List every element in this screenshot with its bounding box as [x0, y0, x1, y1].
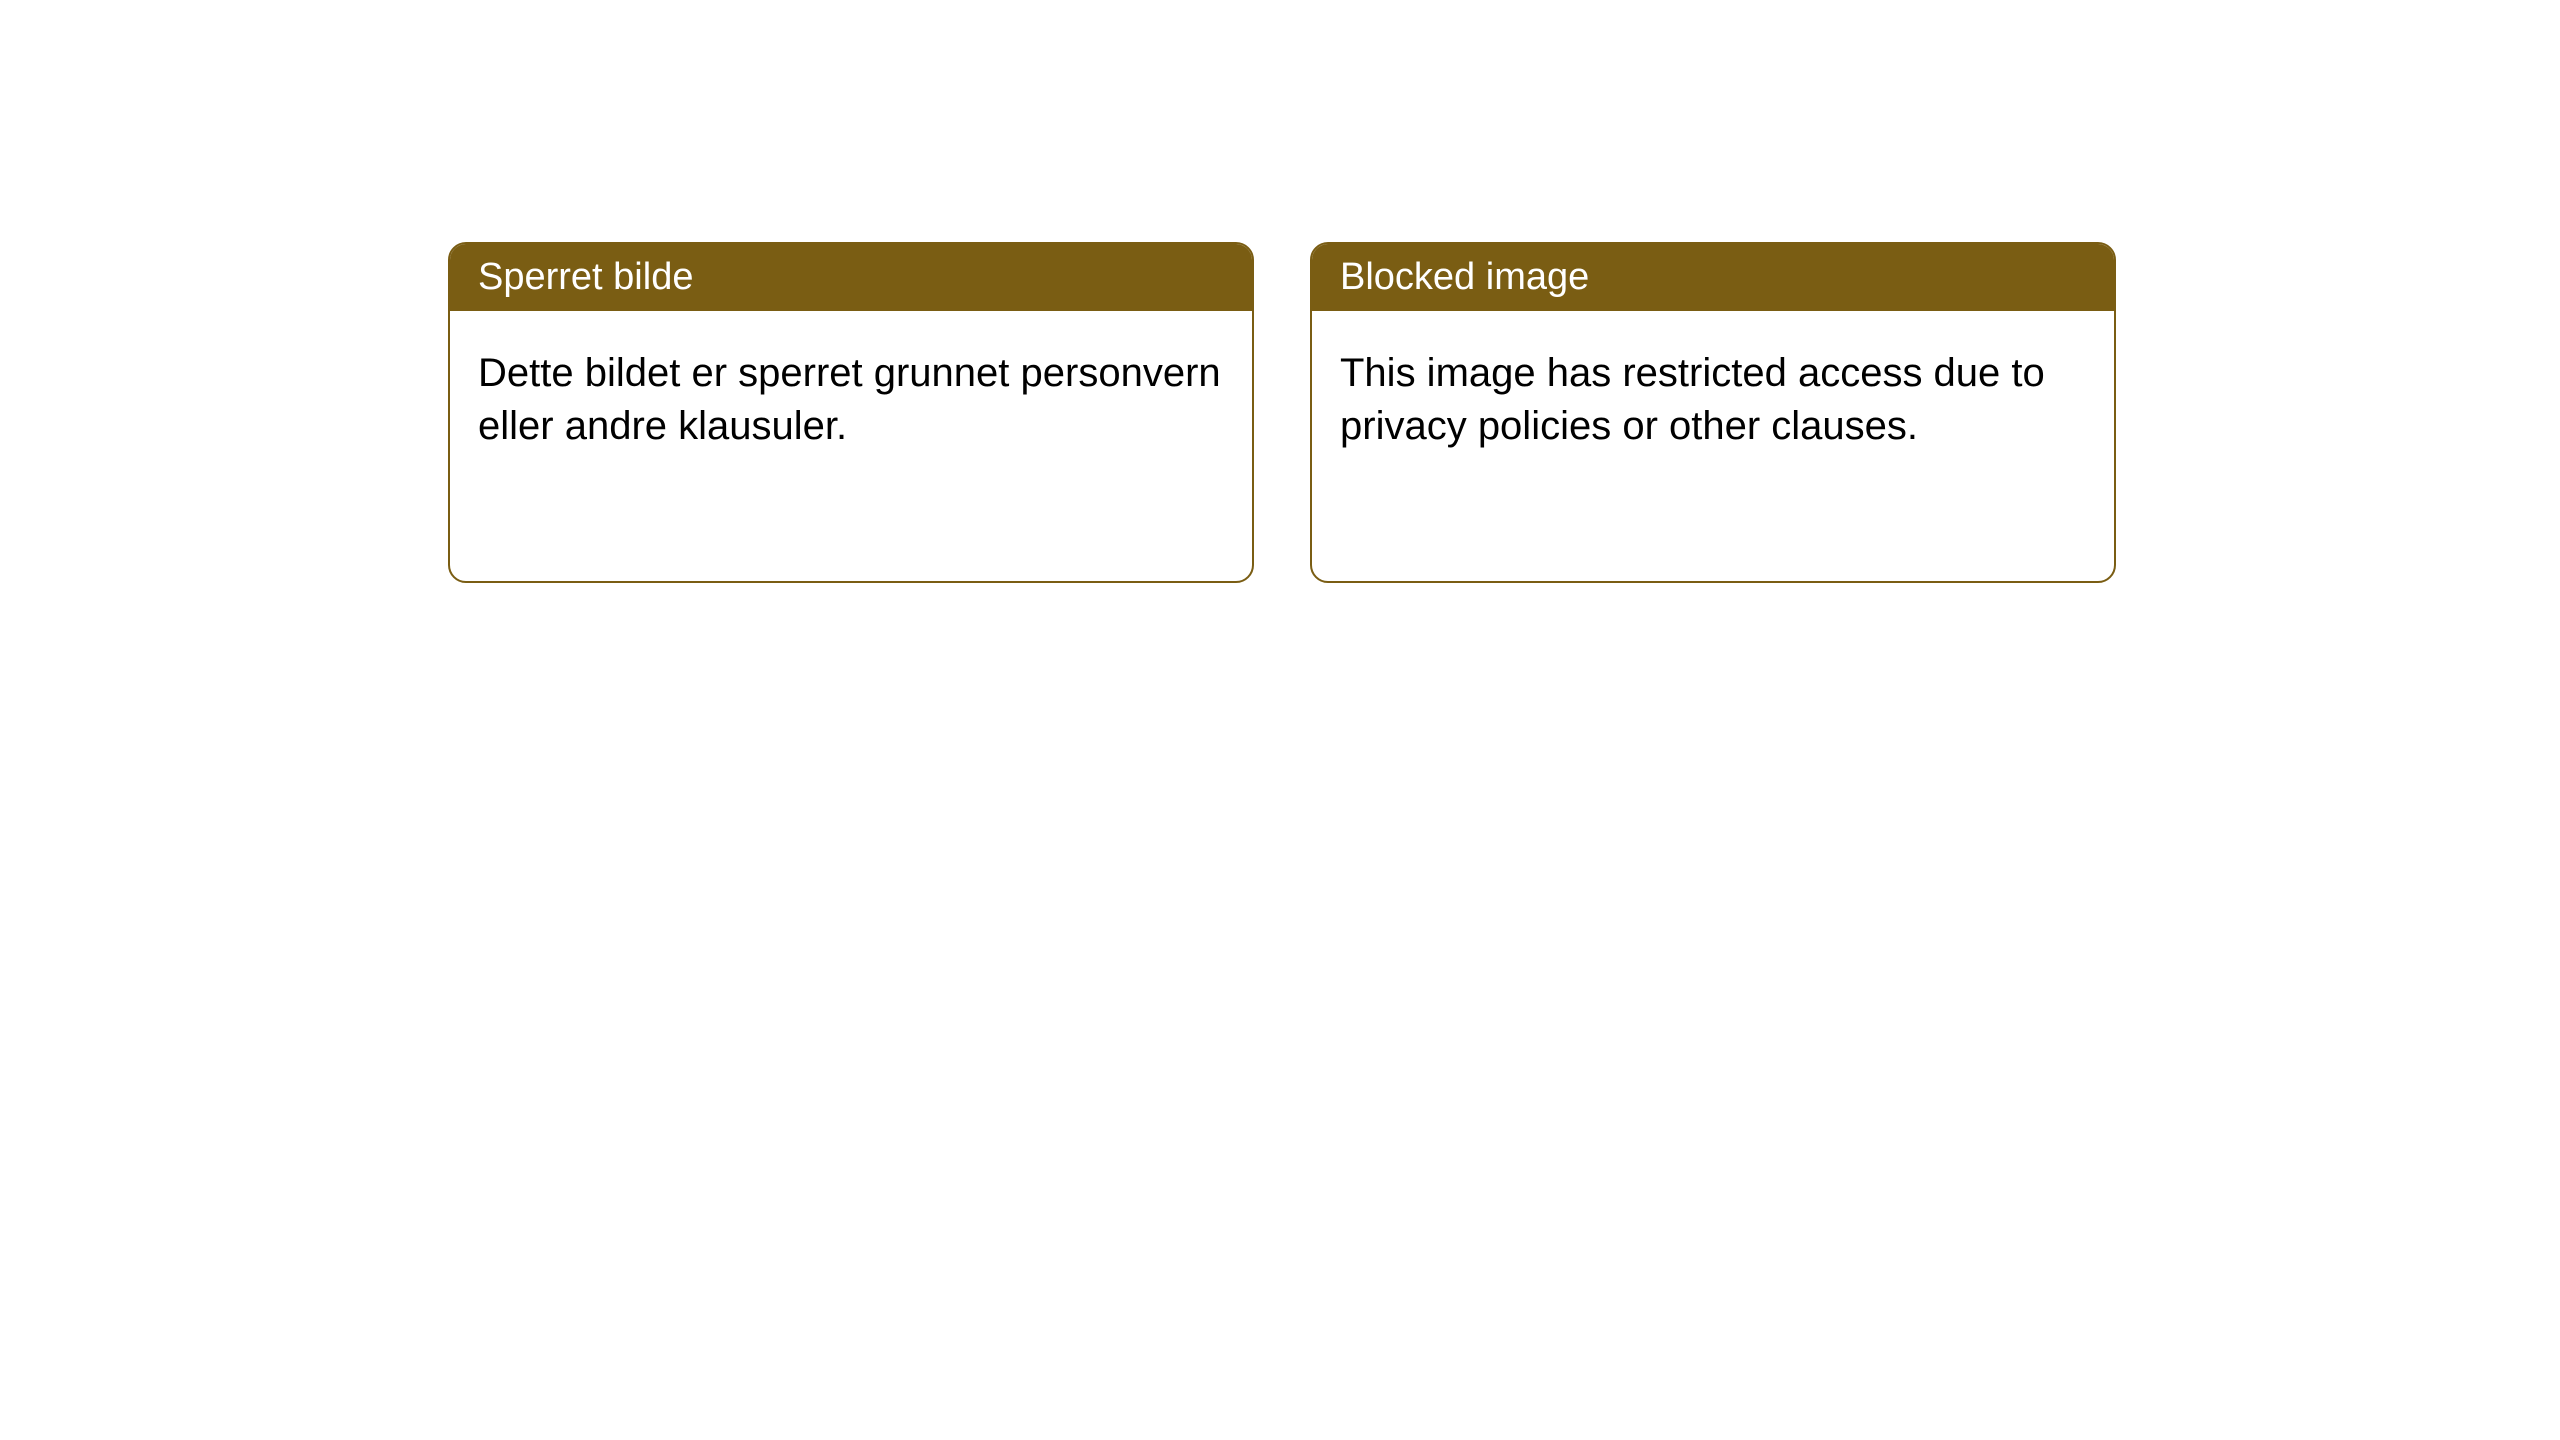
- notice-header: Blocked image: [1312, 244, 2114, 311]
- notice-body: This image has restricted access due to …: [1312, 311, 2114, 581]
- notice-card-norwegian: Sperret bilde Dette bildet er sperret gr…: [448, 242, 1254, 583]
- notice-body: Dette bildet er sperret grunnet personve…: [450, 311, 1252, 581]
- notice-container: Sperret bilde Dette bildet er sperret gr…: [0, 0, 2560, 583]
- notice-header: Sperret bilde: [450, 244, 1252, 311]
- notice-card-english: Blocked image This image has restricted …: [1310, 242, 2116, 583]
